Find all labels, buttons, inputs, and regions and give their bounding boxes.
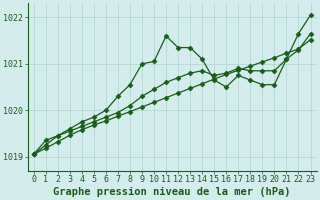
X-axis label: Graphe pression niveau de la mer (hPa): Graphe pression niveau de la mer (hPa): [53, 186, 291, 197]
